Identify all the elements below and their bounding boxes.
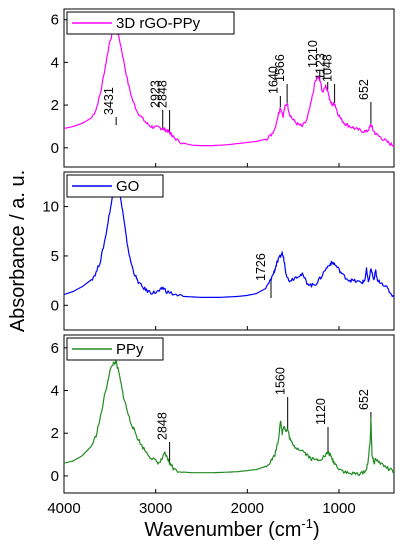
y-tick-label: 0 — [51, 140, 59, 157]
x-tick-label: 4000 — [47, 500, 80, 517]
y-tick-label: 0 — [51, 468, 59, 485]
panel-ppy: 0 2 4 6 2848 1560 1120 652 PPy — [51, 334, 395, 494]
spectrum-series — [63, 184, 395, 298]
annotation-label: 1048 — [321, 54, 335, 82]
annotation-label: 1640 — [266, 66, 280, 94]
annotation-label: 1210 — [306, 40, 320, 68]
annotation-label: 3431 — [102, 87, 116, 115]
y-tick-label: 6 — [51, 340, 59, 357]
legend-box — [66, 11, 235, 35]
spectrum-line — [63, 184, 395, 298]
legend-label: PPy — [116, 341, 144, 358]
x-tick-label: 1000 — [322, 500, 355, 517]
annotation-label: 1123 — [314, 53, 328, 80]
legend-box — [66, 337, 164, 361]
y-tick-label: 0 — [51, 297, 59, 314]
x-tick-label: 3000 — [139, 500, 172, 517]
y-tick-label: 5 — [51, 248, 59, 265]
peak-annotations: 2848 1560 1120 652 — [156, 367, 372, 464]
x-axis: 4000 3000 2000 1000 — [47, 163, 356, 517]
panel-frame — [63, 171, 395, 331]
legend: PPy — [66, 337, 164, 361]
panel-frame — [63, 8, 395, 168]
y-axis-title: Absorbance / a. u. — [7, 170, 29, 332]
peak-annotations: 1726 — [254, 253, 272, 298]
legend: 3D rGO-PPy — [66, 11, 235, 35]
annotation-label: 2923 — [149, 80, 163, 108]
annotation-label: 1560 — [274, 367, 288, 395]
y-axis: 0 2 4 6 — [51, 12, 68, 157]
panel-frame — [63, 334, 395, 494]
x-tick-label: 2000 — [231, 500, 264, 517]
annotation-label: 1120 — [314, 398, 328, 425]
spectrum-series — [63, 27, 395, 147]
legend-label: GO — [116, 178, 139, 195]
spectrum-series — [63, 360, 395, 476]
y-axis: 0 2 4 6 — [51, 340, 68, 485]
y-tick-label: 2 — [51, 97, 59, 114]
y-tick-label: 4 — [51, 54, 59, 71]
annotation-label: 652 — [357, 389, 371, 410]
annotation-label: 1566 — [273, 54, 287, 82]
spectrum-line — [63, 360, 395, 476]
legend-label: 3D rGO-PPy — [116, 15, 201, 32]
annotation-label: 2848 — [156, 80, 170, 108]
y-tick-label: 6 — [51, 12, 59, 29]
y-axis: 0 5 10 — [42, 199, 68, 314]
y-tick-label: 10 — [42, 199, 59, 216]
annotation-label: 2848 — [156, 412, 170, 440]
legend: GO — [66, 174, 164, 198]
annotation-label: 652 — [357, 79, 371, 100]
y-tick-label: 2 — [51, 425, 59, 442]
x-axis-title: Wavenumber (cm-1) — [144, 516, 319, 541]
panel-go: 0 5 10 1726 GO — [42, 171, 395, 331]
spectrum-line — [63, 27, 395, 147]
annotation-label-1726: 1726 — [254, 253, 268, 281]
legend-box — [66, 174, 164, 198]
y-tick-label: 4 — [51, 383, 59, 400]
